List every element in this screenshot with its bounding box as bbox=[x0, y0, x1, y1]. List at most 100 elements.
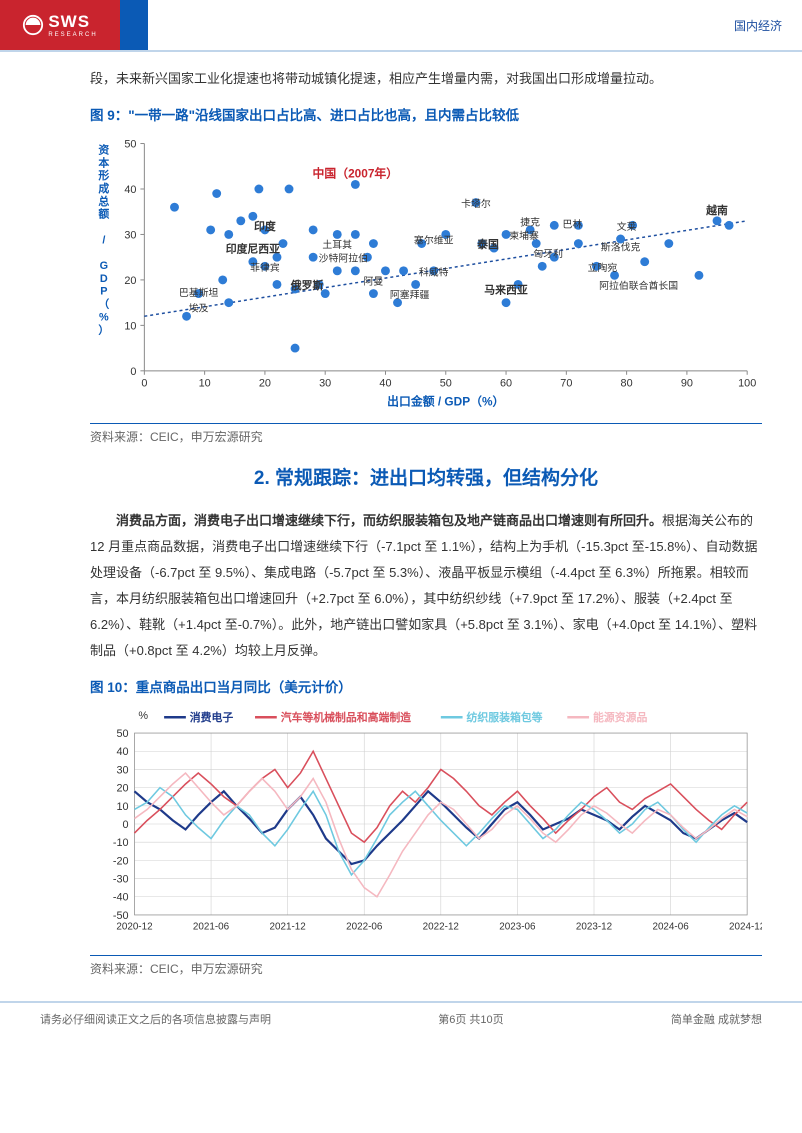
svg-text:能源资源品: 能源资源品 bbox=[593, 710, 647, 724]
svg-text:2021-12: 2021-12 bbox=[270, 922, 306, 933]
svg-text:巴林: 巴林 bbox=[562, 218, 582, 231]
svg-text:总: 总 bbox=[98, 194, 109, 208]
source-prefix: 资料来源： bbox=[90, 962, 150, 976]
svg-text:2023-12: 2023-12 bbox=[576, 922, 612, 933]
svg-text:10: 10 bbox=[116, 801, 128, 813]
svg-text:沙特阿拉伯: 沙特阿拉伯 bbox=[319, 252, 368, 265]
svg-text:-40: -40 bbox=[113, 892, 129, 904]
figure9-scatter-chart: 010203040500102030405060708090100中国（2007… bbox=[90, 132, 762, 412]
svg-text:40: 40 bbox=[379, 378, 391, 390]
figure10-source: 资料来源：CEIC，申万宏源研究 bbox=[90, 960, 762, 977]
footer-page-number: 第6页 共10页 bbox=[438, 1011, 503, 1027]
svg-text:巴基斯坦: 巴基斯坦 bbox=[179, 286, 219, 299]
source-text: CEIC，申万宏源研究 bbox=[150, 430, 263, 444]
figure9-title: 图 9："一带一路"沿线国家出口占比高、进口占比也高，且内需占比较低 bbox=[90, 104, 762, 124]
svg-text:-30: -30 bbox=[113, 874, 129, 886]
svg-text:10: 10 bbox=[124, 320, 136, 332]
svg-text:阿曼: 阿曼 bbox=[364, 275, 384, 287]
svg-text:G: G bbox=[100, 260, 108, 272]
svg-text:俄罗斯: 俄罗斯 bbox=[290, 278, 324, 292]
svg-text:越南: 越南 bbox=[705, 203, 728, 217]
sws-logo: SWS RESEARCH bbox=[0, 0, 120, 50]
svg-text:0: 0 bbox=[141, 378, 147, 390]
svg-text:40: 40 bbox=[116, 746, 128, 758]
page-footer: 请务必仔细阅读正文之后的各项信息披露与声明 第6页 共10页 简单金融 成就梦想 bbox=[0, 1001, 802, 1041]
figure9-source-divider bbox=[90, 423, 762, 424]
svg-text:阿塞拜疆: 阿塞拜疆 bbox=[390, 288, 430, 301]
svg-text:0: 0 bbox=[130, 366, 136, 378]
svg-text:%: % bbox=[99, 311, 109, 323]
logo-subtext: RESEARCH bbox=[48, 32, 97, 38]
svg-text:30: 30 bbox=[124, 229, 136, 241]
svg-text:消费电子: 消费电子 bbox=[190, 710, 234, 724]
svg-text:D: D bbox=[100, 273, 108, 285]
svg-text:%: % bbox=[138, 710, 148, 722]
svg-text:泰国: 泰国 bbox=[476, 237, 499, 251]
svg-text:/: / bbox=[102, 234, 105, 246]
svg-text:马来西亚: 马来西亚 bbox=[484, 283, 528, 297]
section2-title: 2. 常规跟踪：进出口均转强，但结构分化 bbox=[90, 463, 762, 490]
figure10-source-divider bbox=[90, 955, 762, 956]
svg-text:柬埔寨: 柬埔寨 bbox=[509, 229, 539, 242]
paragraph-rest: 根据海关公布的 12 月重点商品数据，消费电子出口增速继续下行（-7.1pct … bbox=[90, 513, 757, 658]
svg-text:捷克: 捷克 bbox=[520, 215, 540, 228]
svg-text:出口金额 / GDP（%）: 出口金额 / GDP（%） bbox=[387, 394, 504, 408]
svg-text:2021-06: 2021-06 bbox=[193, 922, 230, 933]
svg-text:50: 50 bbox=[116, 728, 128, 740]
svg-text:中国（2007年）: 中国（2007年） bbox=[313, 167, 399, 181]
footer-disclaimer: 请务必仔细阅读正文之后的各项信息披露与声明 bbox=[40, 1011, 271, 1027]
svg-text:40: 40 bbox=[124, 184, 136, 196]
source-prefix: 资料来源： bbox=[90, 430, 150, 444]
logo-text: SWS bbox=[48, 12, 97, 32]
svg-text:2020-12: 2020-12 bbox=[116, 922, 152, 933]
svg-text:科威特: 科威特 bbox=[419, 265, 449, 278]
svg-text:形: 形 bbox=[98, 169, 109, 182]
svg-text:印度尼西亚: 印度尼西亚 bbox=[226, 242, 280, 256]
header-divider bbox=[0, 50, 802, 52]
svg-text:2022-06: 2022-06 bbox=[346, 922, 383, 933]
content-area: 段，未来新兴国家工业化提速也将带动城镇化提速，相应产生增量内需，对我国出口形成增… bbox=[0, 66, 802, 977]
figure10-line-chart: -50-40-30-20-1001020304050%2020-122021-0… bbox=[90, 704, 762, 944]
svg-text:2024-12: 2024-12 bbox=[729, 922, 762, 933]
svg-text:2024-06: 2024-06 bbox=[652, 922, 689, 933]
svg-text:100: 100 bbox=[738, 378, 756, 390]
svg-text:P: P bbox=[100, 286, 107, 298]
svg-text:斯洛伐克: 斯洛伐克 bbox=[601, 240, 641, 253]
svg-text:70: 70 bbox=[560, 378, 572, 390]
header-category: 国内经济 bbox=[734, 17, 782, 34]
source-text: CEIC，申万宏源研究 bbox=[150, 962, 263, 976]
footer-slogan: 简单金融 成就梦想 bbox=[671, 1011, 762, 1027]
figure10-title: 图 10：重点商品出口当月同比（美元计价） bbox=[90, 676, 762, 696]
section2-paragraph: 消费品方面，消费电子出口增速继续下行，而纺织服装箱包及地产链商品出口增速则有所回… bbox=[90, 508, 762, 664]
svg-text:2022-12: 2022-12 bbox=[423, 922, 459, 933]
svg-text:成: 成 bbox=[98, 181, 109, 195]
svg-text:20: 20 bbox=[259, 378, 271, 390]
page-header: SWS RESEARCH 国内经济 bbox=[0, 0, 802, 50]
svg-text:阿拉伯联合酋长国: 阿拉伯联合酋长国 bbox=[599, 279, 678, 292]
figure9-source: 资料来源：CEIC，申万宏源研究 bbox=[90, 428, 762, 445]
svg-text:资: 资 bbox=[98, 142, 109, 156]
svg-text:额: 额 bbox=[98, 207, 109, 221]
svg-text:30: 30 bbox=[116, 764, 128, 776]
svg-text:30: 30 bbox=[319, 378, 331, 390]
intro-paragraph: 段，未来新兴国家工业化提速也将带动城镇化提速，相应产生增量内需，对我国出口形成增… bbox=[90, 66, 762, 92]
logo-blue-bar bbox=[120, 0, 148, 50]
svg-text:文莱: 文莱 bbox=[617, 220, 637, 233]
svg-text:10: 10 bbox=[199, 378, 211, 390]
svg-text:（: （ bbox=[98, 298, 109, 311]
logo-block: SWS RESEARCH bbox=[0, 0, 148, 50]
svg-text:土耳其: 土耳其 bbox=[322, 238, 352, 251]
paragraph-bold: 消费品方面，消费电子出口增速继续下行，而纺织服装箱包及地产链商品出口增速则有所回… bbox=[116, 513, 662, 528]
svg-text:20: 20 bbox=[116, 783, 128, 795]
svg-text:匈牙利: 匈牙利 bbox=[533, 247, 563, 260]
svg-text:塞尔维亚: 塞尔维亚 bbox=[414, 234, 454, 247]
svg-text:-20: -20 bbox=[113, 855, 129, 867]
svg-text:80: 80 bbox=[621, 378, 633, 390]
svg-text:卡塔尔: 卡塔尔 bbox=[461, 197, 491, 210]
logo-icon bbox=[22, 14, 44, 36]
svg-text:50: 50 bbox=[440, 378, 452, 390]
svg-text:印度: 印度 bbox=[254, 219, 276, 233]
svg-text:0: 0 bbox=[122, 819, 128, 831]
svg-text:50: 50 bbox=[124, 138, 136, 150]
svg-text:埃及: 埃及 bbox=[189, 302, 209, 315]
